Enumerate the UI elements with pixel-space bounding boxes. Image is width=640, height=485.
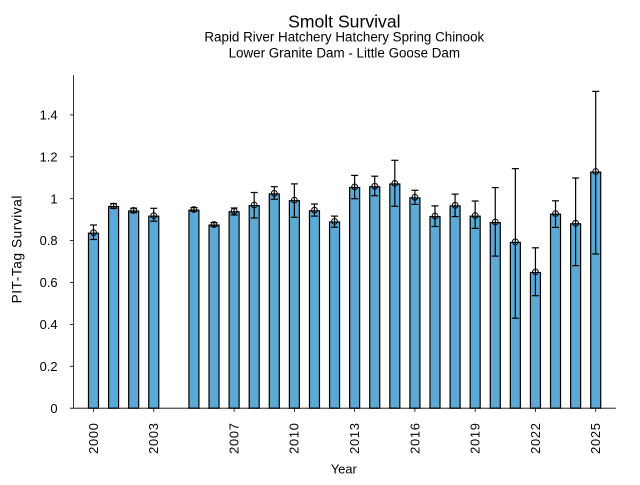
- svg-text:0: 0: [50, 401, 57, 416]
- svg-text:0.4: 0.4: [40, 317, 58, 332]
- svg-text:PIT-Tag Survival: PIT-Tag Survival: [10, 195, 25, 303]
- svg-text:0.8: 0.8: [40, 233, 58, 248]
- svg-text:1: 1: [50, 191, 57, 206]
- svg-text:2025: 2025: [588, 422, 603, 453]
- svg-text:2016: 2016: [407, 422, 422, 453]
- svg-text:Smolt Survival: Smolt Survival: [288, 12, 400, 32]
- svg-text:0.2: 0.2: [40, 359, 58, 374]
- svg-text:2000: 2000: [86, 422, 101, 453]
- svg-text:Rapid River Hatchery Hatchery: Rapid River Hatchery Hatchery Spring Chi…: [204, 30, 484, 45]
- svg-text:0.6: 0.6: [40, 275, 58, 290]
- svg-text:2019: 2019: [468, 422, 483, 453]
- svg-text:2003: 2003: [146, 422, 161, 453]
- svg-text:1.2: 1.2: [40, 149, 58, 164]
- svg-text:2022: 2022: [528, 422, 543, 453]
- svg-text:2013: 2013: [347, 422, 362, 453]
- svg-text:Lower Granite Dam - Little Goo: Lower Granite Dam - Little Goose Dam: [229, 46, 460, 61]
- svg-text:Year: Year: [331, 462, 358, 477]
- svg-text:1.4: 1.4: [40, 108, 58, 123]
- svg-text:2010: 2010: [287, 422, 302, 453]
- svg-text:2007: 2007: [226, 422, 241, 453]
